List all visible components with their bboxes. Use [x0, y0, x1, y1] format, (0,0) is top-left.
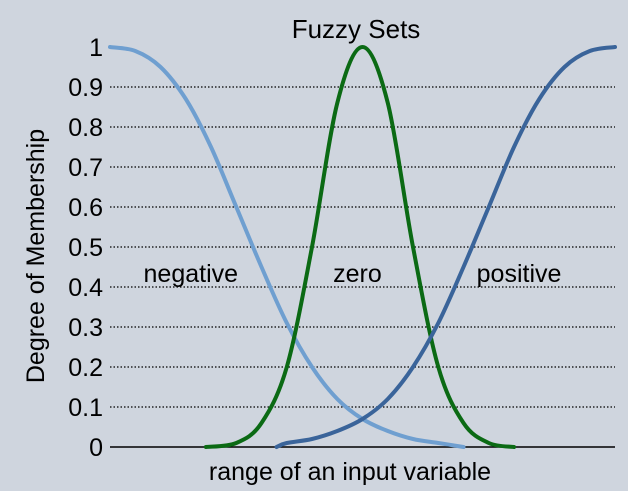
y-tick-label: 0.6: [68, 194, 103, 222]
series-lines: [108, 45, 617, 449]
y-tick-label: 0.5: [68, 234, 103, 262]
series-line-negative: [108, 45, 466, 449]
x-axis-label: range of an input variable: [209, 458, 491, 486]
set-label-negative: negative: [144, 260, 239, 288]
y-tick-label: 0.2: [68, 354, 103, 382]
y-tick-label: 1: [89, 34, 103, 62]
y-tick-label: 0.3: [68, 314, 103, 342]
set-label-zero: zero: [333, 260, 382, 288]
series-line-zero: [203, 45, 516, 449]
y-axis-label: Degree of Membership: [22, 129, 50, 383]
y-tick-label: 0.7: [68, 154, 103, 182]
series-line-positive: [274, 45, 617, 449]
set-labels: negative zero positive: [144, 260, 562, 288]
y-tick-label: 0.8: [68, 114, 103, 142]
y-tick-labels: 0 0.1 0.2 0.3 0.4 0.5 0.6 0.7 0.8 0.9 1: [68, 34, 103, 462]
y-tick-label: 0.1: [68, 394, 103, 422]
y-tick-label: 0: [89, 434, 103, 462]
y-tick-label: 0.9: [68, 74, 103, 102]
chart-title: Fuzzy Sets: [292, 14, 421, 44]
set-label-positive: positive: [477, 260, 562, 288]
y-tick-label: 0.4: [68, 274, 103, 302]
grid-lines: [110, 86, 615, 408]
